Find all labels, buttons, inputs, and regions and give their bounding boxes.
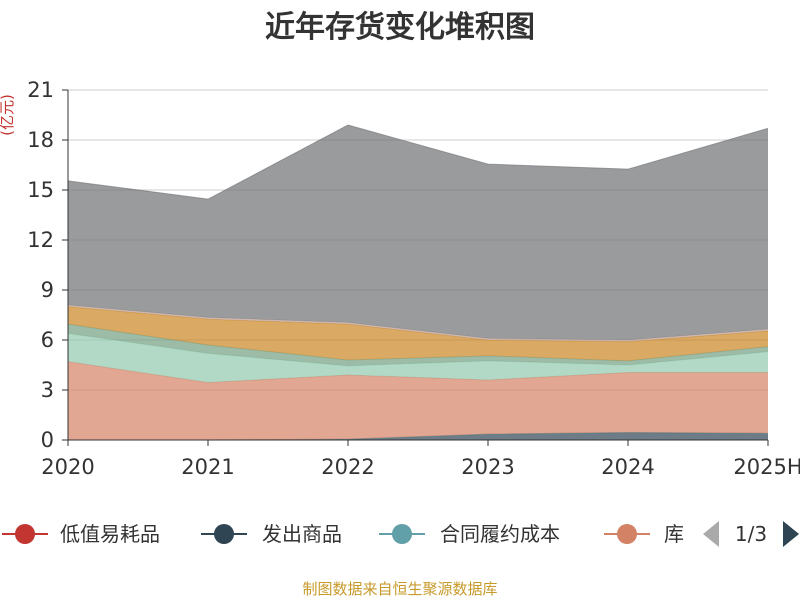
chart-title: 近年存货变化堆积图 bbox=[265, 10, 535, 45]
data-source-note: 制图数据来自恒生聚源数据库 bbox=[302, 580, 497, 598]
legend-prev-page-icon[interactable] bbox=[703, 521, 719, 547]
x-tick-label: 2022 bbox=[321, 455, 374, 479]
y-tick-label: 6 bbox=[41, 328, 54, 352]
y-tick-label: 21 bbox=[27, 78, 54, 102]
area-series-3 bbox=[68, 361, 768, 440]
legend-page-indicator: 1/3 bbox=[735, 522, 767, 546]
legend-item-inventory-goods[interactable]: 库 bbox=[604, 522, 684, 546]
legend-label: 低值易耗品 bbox=[60, 522, 160, 546]
legend-item-contract-fulfillment-cost[interactable]: 合同履约成本 bbox=[379, 522, 560, 546]
y-tick-label: 12 bbox=[27, 228, 54, 252]
legend-label: 库 bbox=[664, 522, 684, 546]
x-tick-label: 2025H bbox=[733, 455, 800, 479]
area-series-6 bbox=[68, 306, 768, 361]
axes bbox=[67, 90, 768, 441]
legend: 低值易耗品 发出商品 合同履约成本 库 1/3 bbox=[2, 521, 799, 547]
area-series-8 bbox=[68, 125, 768, 340]
area-series-edge-8 bbox=[67, 124, 769, 200]
y-axis-unit-label: (亿元) bbox=[0, 94, 16, 136]
area-series-edge-6 bbox=[67, 306, 769, 343]
x-tick-label: 2023 bbox=[461, 455, 514, 479]
y-tick-label: 9 bbox=[41, 278, 54, 302]
area-series-1 bbox=[68, 432, 768, 440]
y-tick-label: 0 bbox=[41, 428, 54, 452]
legend-label: 发出商品 bbox=[262, 522, 342, 546]
y-tick-label: 18 bbox=[27, 128, 54, 152]
y-tick-label: 3 bbox=[41, 378, 54, 402]
legend-item-goods-shipped[interactable]: 发出商品 bbox=[201, 522, 342, 546]
y-tick-label: 15 bbox=[27, 178, 54, 202]
legend-next-page-icon[interactable] bbox=[783, 521, 799, 547]
x-axis-ticks: 2020 2021 2022 2023 2024 2025H bbox=[41, 440, 800, 479]
legend-item-low-value-consumables[interactable]: 低值易耗品 bbox=[2, 522, 160, 546]
legend-marker bbox=[15, 524, 35, 544]
x-tick-label: 2020 bbox=[41, 455, 94, 479]
area-series-group bbox=[67, 124, 769, 441]
x-tick-label: 2021 bbox=[181, 455, 234, 479]
x-tick-label: 2024 bbox=[601, 455, 654, 479]
y-axis-ticks: 0 3 6 9 12 15 18 21 bbox=[27, 78, 68, 452]
legend-marker bbox=[617, 524, 637, 544]
area-series-4 bbox=[68, 333, 768, 383]
area-series-5 bbox=[68, 324, 768, 366]
legend-marker bbox=[392, 524, 412, 544]
legend-marker bbox=[214, 524, 234, 544]
legend-label: 合同履约成本 bbox=[440, 522, 560, 546]
